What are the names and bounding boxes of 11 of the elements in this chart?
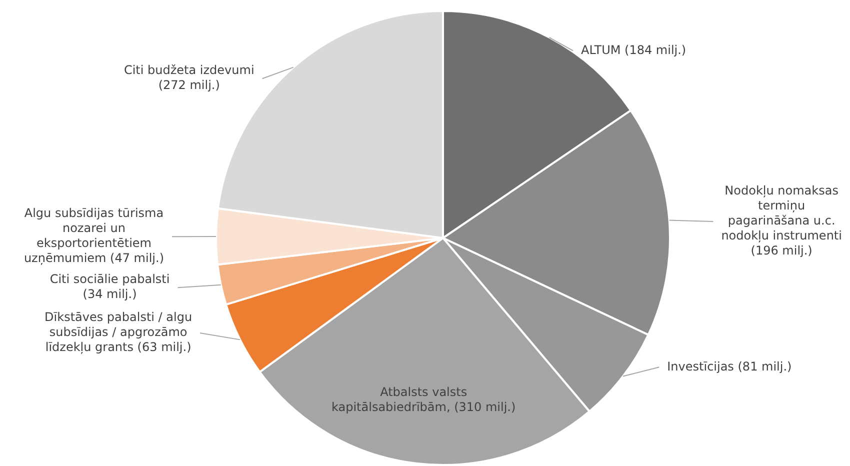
data-label: (196 milj.)	[750, 244, 812, 258]
slice-label: Citi sociālie pabalsti	[50, 272, 170, 286]
slice-label: Atbalsts valsts kapitālsabiedrībām, (310 milj.)	[332, 384, 516, 414]
data-label: (272 milj.)	[158, 78, 220, 92]
slice-label: Citi budžeta izdevumi	[124, 63, 254, 78]
slice-label: Algu subsīdijas tūrisma nozarei un eksportorientētiem uzņēmumiem (47 milj.)	[24, 206, 164, 266]
slice-label: ALTUM (184 milj.)	[581, 42, 686, 57]
slice-label: Nodokļu nomaksas termiņu pagarināšana u.c. nodokļu instrumenti	[721, 184, 842, 243]
slice-label: Dīkstāves pabalsti / algu subsīdijas / apgrozāmo līdzekļu grants (63 milj.)	[44, 310, 192, 354]
data-label: (34 milj.)	[82, 287, 137, 302]
slice-label: Investīcijas (81 milj.)	[667, 359, 792, 374]
